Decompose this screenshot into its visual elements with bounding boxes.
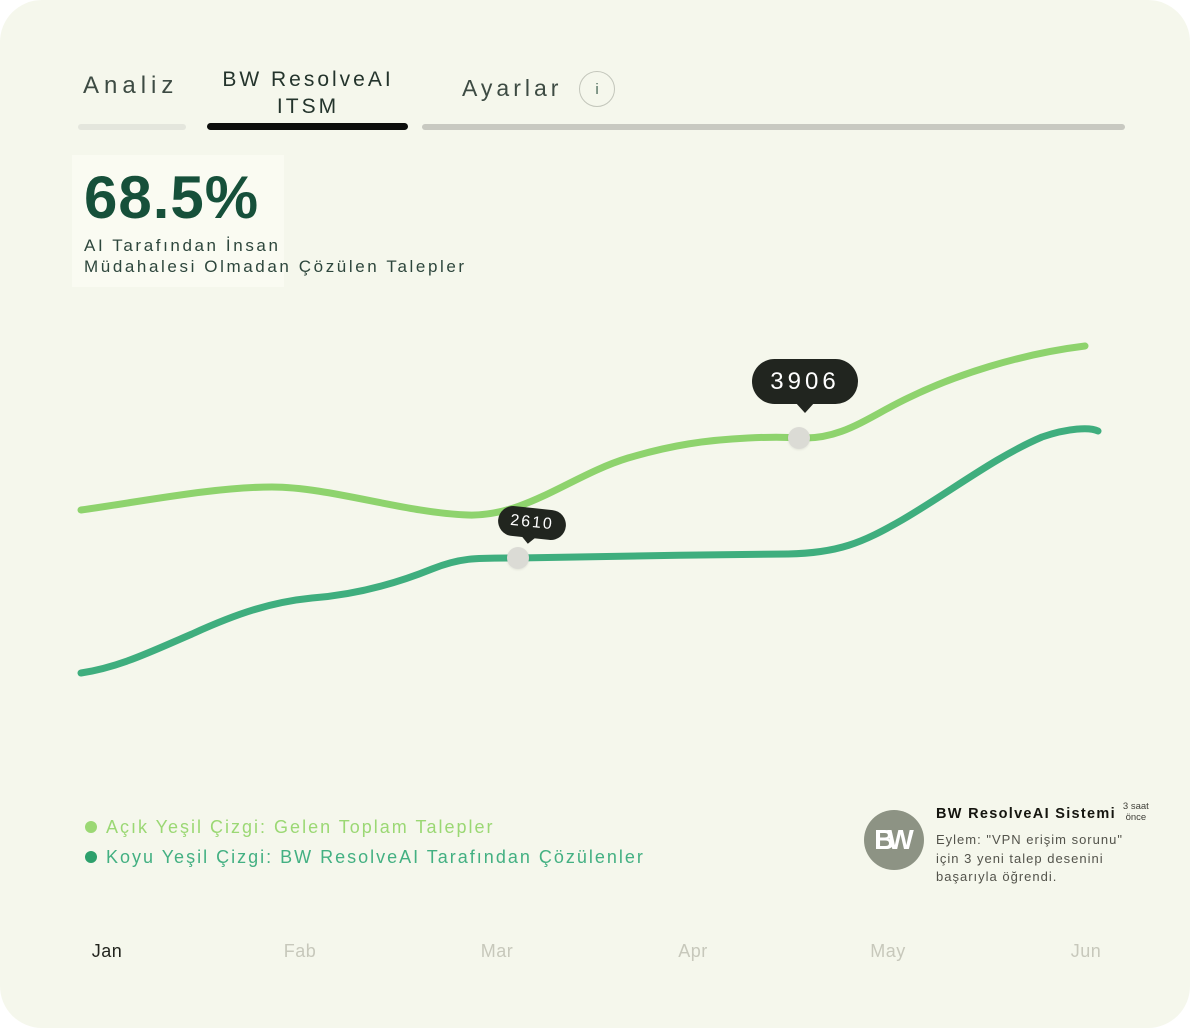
- stat-label: AI Tarafından İnsan Müdahalesi Olmadan Ç…: [84, 235, 467, 277]
- legend-item-total: Açık Yeşil Çizgi: Gelen Toplam Talepler: [85, 812, 645, 842]
- tooltip-total-label: 3906: [770, 367, 840, 395]
- tab-bw-resolveai-itsm[interactable]: BW ResolveAI ITSM: [207, 66, 409, 120]
- chart-legend: Açık Yeşil Çizgi: Gelen Toplam Talepler …: [85, 812, 645, 872]
- month-label-jan[interactable]: Jan: [91, 941, 123, 961]
- notification-title-row: BW ResolveAI Sistemi 3 saat önce: [936, 801, 1154, 823]
- total-requests-line: [77, 342, 1089, 519]
- legend-dot-dark-green-icon: [85, 851, 97, 863]
- resolved-requests-line: [77, 425, 1102, 677]
- notification-content: BW ResolveAI Sistemi 3 saat önce Eylem: …: [936, 801, 1154, 887]
- month-label-mar[interactable]: Mar: [480, 941, 514, 961]
- tooltip-total-value: 3906: [752, 359, 858, 413]
- notification-body-line1: Eylem: "VPN erişim sorunu": [936, 832, 1123, 847]
- stat-panel: [72, 155, 284, 287]
- x-axis: Jan Fab Mar Apr May Jun: [0, 941, 1190, 965]
- month-label-may[interactable]: May: [870, 941, 906, 961]
- stat-value: 68.5%: [84, 164, 260, 231]
- tab-underline-analiz: [78, 124, 186, 130]
- bw-logo-avatar: BW: [864, 810, 924, 870]
- tab-underline-active: [207, 123, 408, 130]
- timestamp-line1: 3 saat: [1122, 801, 1149, 812]
- tooltip-tail-icon: [795, 402, 815, 413]
- tab-bw-label-line2: ITSM: [276, 95, 340, 118]
- month-label-jun[interactable]: Jun: [1070, 941, 1102, 961]
- month-label-apr[interactable]: Apr: [678, 941, 708, 961]
- tab-ayarlar[interactable]: Ayarlar: [462, 75, 563, 101]
- notification-timestamp: 3 saat önce: [1122, 801, 1149, 823]
- highlight-dot-resolved[interactable]: [507, 547, 529, 569]
- stat-label-line2: Müdahalesi Olmadan Çözülen Talepler: [84, 257, 467, 276]
- legend-item-resolved: Koyu Yeşil Çizgi: BW ResolveAI Tarafında…: [85, 842, 645, 872]
- legend-label-resolved: Koyu Yeşil Çizgi: BW ResolveAI Tarafında…: [106, 846, 645, 867]
- notification-body-line2: için 3 yeni talep desenini: [936, 850, 1104, 866]
- tab-underline-ayarlar: [422, 124, 1125, 130]
- legend-dot-light-green-icon: [85, 821, 97, 833]
- tab-bw-label-line1: BW ResolveAI: [222, 68, 394, 91]
- tooltip-resolved-label: 2610: [509, 511, 555, 534]
- notification-body-line3: başarıyla öğrendi.: [936, 869, 1058, 884]
- month-label-fab[interactable]: Fab: [283, 941, 317, 961]
- notification-title: BW ResolveAI Sistemi: [936, 806, 1116, 822]
- info-icon[interactable]: i: [579, 71, 615, 107]
- notification-card[interactable]: BW BW ResolveAI Sistemi 3 saat önce Eyle…: [864, 801, 1154, 887]
- stat-label-line1: AI Tarafından İnsan: [84, 236, 281, 255]
- tab-analiz[interactable]: Analiz: [83, 72, 179, 99]
- timestamp-line2: önce: [1125, 811, 1147, 823]
- notification-body: Eylem: "VPN erişim sorunu" için 3 yeni t…: [936, 831, 1154, 887]
- legend-label-total: Açık Yeşil Çizgi: Gelen Toplam Talepler: [106, 816, 495, 837]
- highlight-dot-total[interactable]: [788, 427, 810, 449]
